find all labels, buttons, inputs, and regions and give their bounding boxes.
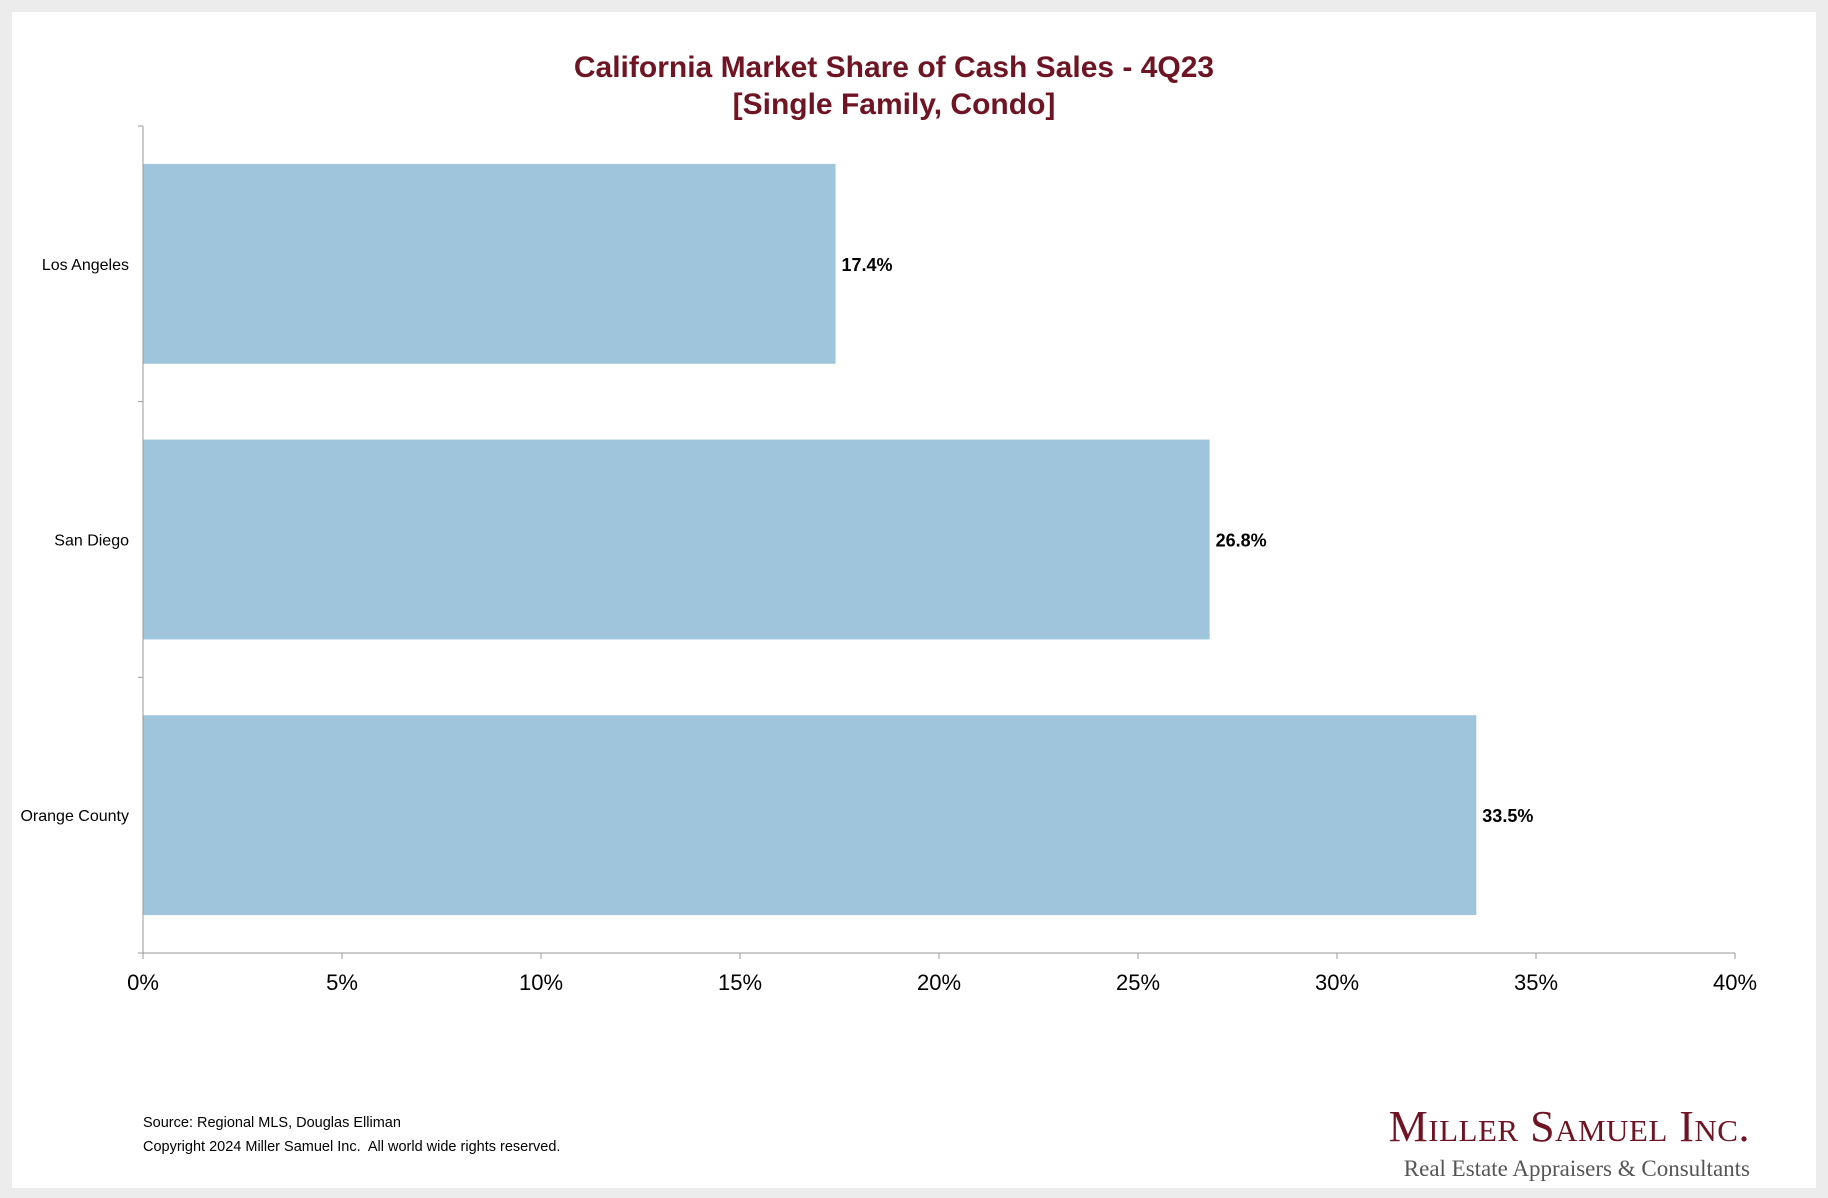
x-tick-label-1: 5% [326, 970, 358, 995]
category-label-2: Orange County [20, 808, 129, 825]
x-tick-label-2: 10% [519, 970, 563, 995]
category-label-0: Los Angeles [42, 257, 129, 274]
data-label-1: 26.8% [1216, 531, 1267, 551]
copyright-note: Copyright 2024 Miller Samuel Inc. All wo… [143, 1139, 561, 1155]
x-tick-label-3: 15% [718, 970, 762, 995]
source-note: Source: Regional MLS, Douglas Elliman [143, 1115, 401, 1131]
x-tick-label-5: 25% [1116, 970, 1160, 995]
x-tick-label-7: 35% [1514, 970, 1558, 995]
logo-name: Miller Samuel Inc. [1388, 1102, 1750, 1151]
x-tick-label-0: 0% [127, 970, 159, 995]
logo-tagline: Real Estate Appraisers & Consultants [1403, 1156, 1750, 1181]
chart-subtitle: [Single Family, Condo] [733, 88, 1056, 121]
bar-0 [143, 163, 836, 364]
bar-1 [143, 439, 1210, 640]
company-logo: Miller Samuel Inc. Real Estate Appraiser… [1310, 1103, 1750, 1183]
x-tick-label-6: 30% [1315, 970, 1359, 995]
x-tick-label-8: 40% [1713, 970, 1757, 995]
data-label-2: 33.5% [1482, 806, 1533, 826]
plot-area: 17.4% Los Angeles 26.8% San Diego 33.5% Orang… [20, 125, 1757, 995]
bar-2 [143, 715, 1477, 916]
category-label-1: San Diego [54, 533, 129, 550]
chart-title: California Market Share of Cash Sales - … [574, 51, 1214, 84]
data-label-0: 17.4% [842, 255, 893, 275]
x-tick-label-4: 20% [917, 970, 961, 995]
